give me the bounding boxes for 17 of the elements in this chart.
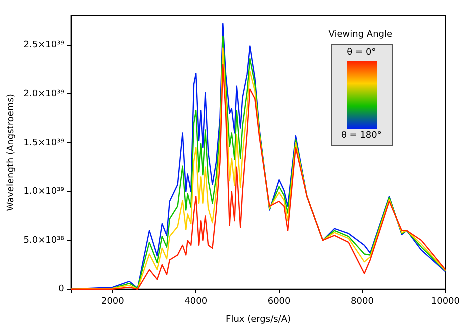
x-axis-title: Flux (ergs/s/A) xyxy=(226,314,291,325)
y-axis-title: Wavelength (Angstroems) xyxy=(6,94,17,212)
x-tick-label: 2000 xyxy=(101,297,125,308)
y-tick-label: 1.0×10³⁹ xyxy=(24,187,65,198)
x-tick-label: 8000 xyxy=(351,297,374,308)
y-tick-label: 5.0×10³⁸ xyxy=(24,236,65,246)
y-tick-label: 2.5×10³⁹ xyxy=(24,40,65,51)
y-tick-label: 0 xyxy=(58,284,65,295)
x-tick-label: 4000 xyxy=(184,297,208,308)
legend-box: θ = 0° θ = 180° xyxy=(330,44,393,146)
x-tick-label: 6000 xyxy=(268,297,292,308)
annotation: θ = 0° xyxy=(346,48,378,58)
annotation: Viewing Angle xyxy=(328,30,394,40)
annotation: θ = 180° xyxy=(340,131,383,141)
x-tick-label: 10000 xyxy=(431,297,460,308)
y-tick-label: 1.5×10³⁹ xyxy=(24,138,65,148)
y-tick-label: 2.0×10³⁹ xyxy=(24,89,65,100)
